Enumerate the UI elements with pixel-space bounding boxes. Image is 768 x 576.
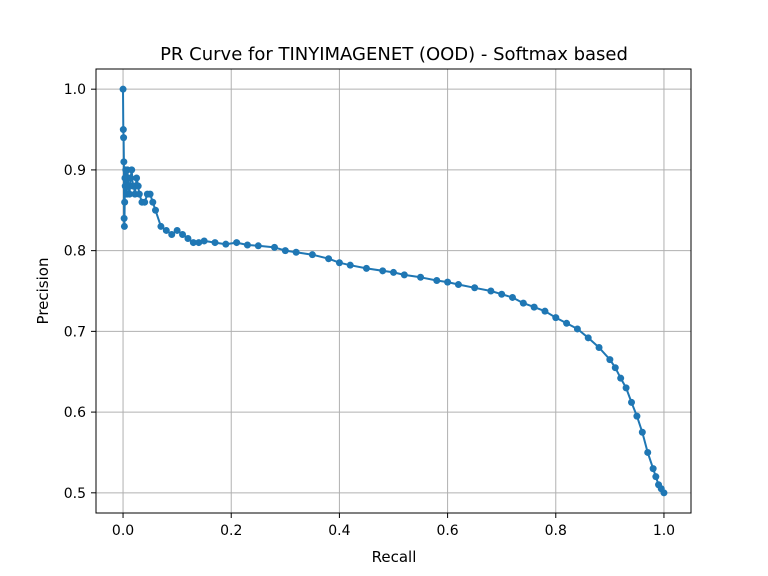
data-point [157,222,165,230]
data-point [362,264,370,272]
data-point [135,190,143,198]
data-point [644,448,652,456]
x-axis-label: Recall [372,548,417,566]
data-point [509,293,516,301]
plot-frame [95,68,692,514]
data-point [487,287,495,295]
data-point [390,268,397,276]
data-point [611,364,619,372]
data-point [633,412,641,420]
data-point [152,206,159,214]
data-point [335,259,343,267]
data-point [243,241,251,249]
data-point [149,198,157,206]
data-point [168,230,176,238]
x-tick-label: 0.6 [436,523,458,539]
data-point [173,226,181,234]
x-tick-label: 0.8 [545,523,567,539]
data-point [121,198,129,206]
data-point [617,374,625,382]
y-tick-label: 0.6 [64,405,86,421]
data-point [595,344,603,352]
data-point [189,239,197,247]
data-point [126,190,134,198]
grid [96,69,691,513]
data-point [444,278,452,286]
chart-title: PR Curve for TINYIMAGENET (OOD) - Softma… [160,44,628,65]
data-point [128,166,136,174]
data-point [308,251,316,259]
data-point [146,190,154,198]
data-point [400,271,408,279]
data-point [573,325,581,333]
x-tick-label: 0.4 [328,523,350,539]
data-point [119,126,127,134]
data-point [195,239,203,247]
data-point [519,299,527,307]
data-point [660,489,668,497]
data-point [325,255,333,263]
data-point [417,273,425,281]
data-point [134,182,142,190]
data-point [652,473,660,481]
data-point [498,290,506,298]
x-tick-label: 0.2 [220,523,242,539]
data-point [346,261,354,269]
data-point [606,356,614,364]
data-point [638,428,646,436]
data-point [120,222,128,230]
data-point [119,85,127,93]
data-point [211,239,219,247]
data-point [233,239,241,247]
y-tick-label: 0.8 [64,244,86,260]
data-point [433,277,441,285]
series-precision-recall [119,85,668,497]
data-point [584,334,592,342]
data-point [162,226,170,234]
x-tick-label: 0.0 [112,523,134,539]
data-point [127,174,135,182]
y-tick-label: 0.9 [64,163,86,179]
x-tick-label: 1.0 [653,523,675,539]
data-point [628,398,635,406]
data-point [179,230,187,238]
data-point [141,198,149,206]
data-point [254,242,262,250]
data-point [454,281,462,289]
data-point [530,303,538,311]
data-point [271,243,278,251]
data-point [120,214,128,222]
series-line [122,89,665,494]
data-point [292,248,300,256]
data-point [552,314,560,322]
data-point [133,174,141,182]
data-point [563,319,571,327]
data-point [471,284,479,292]
data-point [649,465,657,473]
y-axis-label: Precision [34,258,52,325]
data-point [120,158,128,166]
data-point [200,237,208,245]
data-point [222,240,230,248]
data-point [281,247,289,255]
data-point [120,134,128,142]
data-point [184,235,192,243]
y-tick-label: 1.0 [64,82,86,98]
y-tick-label: 0.7 [64,324,86,340]
data-point [541,307,549,315]
data-point [379,267,387,275]
axis-ticks: 0.0 0.2 0.4 0.6 0.8 1.0 0.5 0.6 0.7 0.8 0.9 1.0 [64,82,675,539]
data-point [622,384,630,392]
y-tick-label: 0.5 [64,486,86,502]
